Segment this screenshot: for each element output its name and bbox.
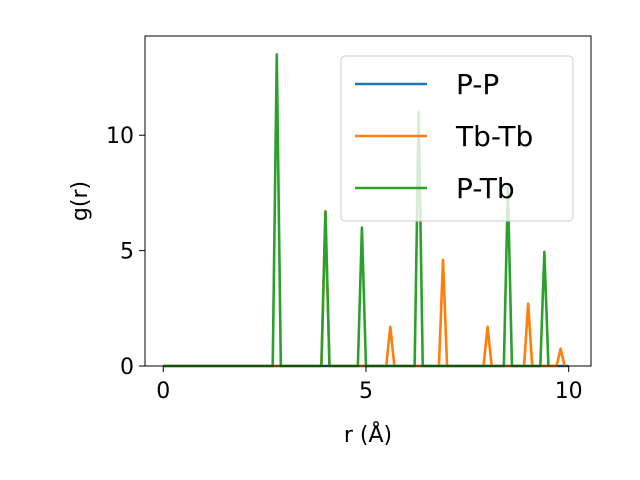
x-tick-label: 5 [359,379,373,404]
x-tick-label: 10 [555,379,583,404]
y-ticks: 0 5 10 [106,124,145,380]
legend-label-P-P: P-P [456,68,499,101]
y-tick-label: 5 [120,240,134,265]
legend-items: P-P Tb-Tb P-Tb [355,68,533,205]
legend-box [340,55,574,222]
legend-label-P-Tb: P-Tb [456,172,515,205]
x-ticks: 0 5 10 [156,366,583,404]
y-tick-label: 10 [106,124,134,149]
y-tick-label: 0 [120,355,134,380]
x-tick-label: 0 [156,379,170,404]
y-axis-title: g(r) [68,181,93,221]
plot-frame [144,35,592,367]
legend-label-Tb-Tb: Tb-Tb [455,120,533,153]
x-axis-title: r (Å) [344,421,392,448]
legend: P-P Tb-Tb P-Tb [340,55,574,222]
